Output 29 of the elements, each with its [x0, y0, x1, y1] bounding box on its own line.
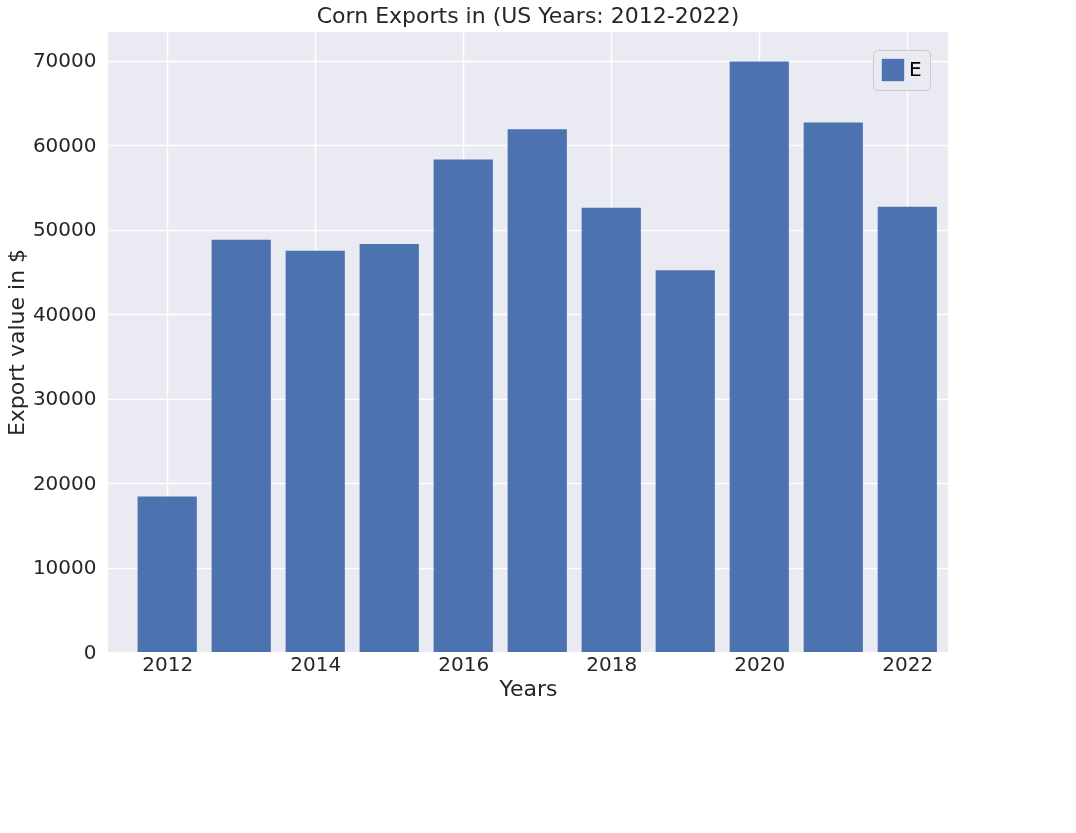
x-axis-title: Years — [498, 675, 558, 701]
y-tick-label: 40000 — [32, 301, 97, 326]
y-tick-label: 0 — [83, 639, 97, 664]
y-tick-label: 10000 — [32, 555, 97, 580]
legend-label: E — [909, 57, 922, 81]
bar — [507, 129, 567, 652]
bar — [433, 159, 493, 652]
y-axis-title: Export value in $ — [3, 248, 29, 437]
bar — [285, 250, 345, 652]
y-tick-label: 60000 — [32, 132, 97, 157]
bar — [655, 270, 715, 652]
x-tick-label: 2014 — [290, 651, 342, 676]
y-tick-label: 70000 — [32, 48, 97, 73]
bar — [729, 61, 789, 652]
bar — [803, 122, 863, 652]
x-tick-label: 2022 — [882, 651, 934, 676]
x-tick-label: 2012 — [142, 651, 194, 676]
x-tick-label: 2016 — [438, 651, 490, 676]
bar — [137, 496, 197, 652]
bar — [211, 239, 271, 652]
bar — [877, 206, 937, 652]
y-tick-label: 20000 — [32, 470, 97, 495]
bar — [359, 244, 419, 652]
x-tick-label: 2020 — [734, 651, 786, 676]
y-tick-label: 30000 — [32, 386, 97, 411]
x-tick-label: 2018 — [586, 651, 638, 676]
chart-title: Corn Exports in (US Years: 2012-2022) — [316, 3, 740, 28]
y-tick-label: 50000 — [32, 217, 97, 242]
bar — [581, 207, 641, 652]
